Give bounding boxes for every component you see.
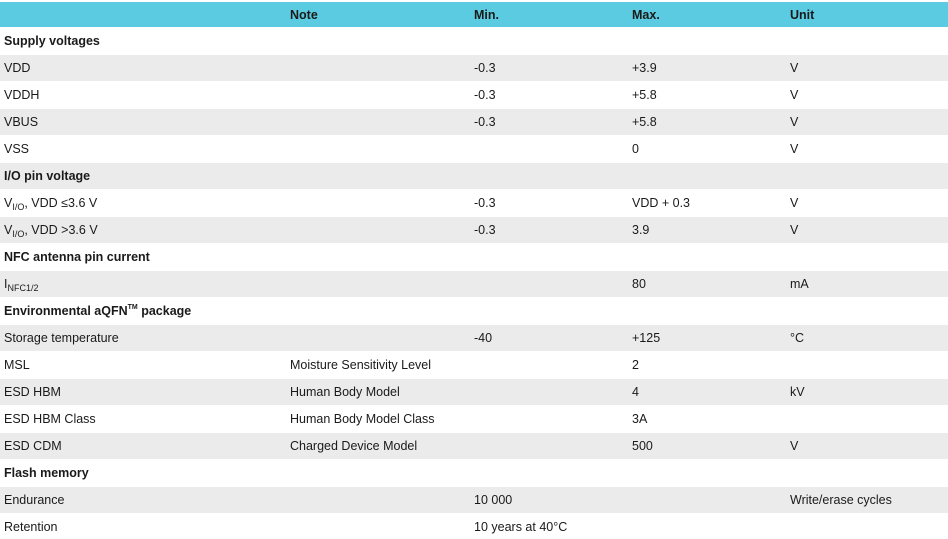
max-cell: VDD + 0.3: [632, 196, 691, 210]
param-cell: ESD HBM: [4, 385, 61, 399]
table-row: ESD CDM Charged Device Model 500 V: [0, 433, 948, 460]
note-cell: Charged Device Model: [290, 439, 418, 453]
table-row: ESD HBM Human Body Model 4 kV: [0, 379, 948, 406]
param-cell: Flash memory: [4, 466, 89, 480]
note-cell: Human Body Model Class: [290, 412, 435, 426]
param-cell: Storage temperature: [4, 331, 119, 345]
table-row: VDDH -0.3 +5.8 V: [0, 82, 948, 109]
section-row: Supply voltages: [0, 28, 948, 55]
table-row: Retention 10 years at 40°C: [0, 514, 948, 539]
unit-cell: °C: [790, 331, 805, 345]
header-cell-min: Min.: [474, 8, 499, 22]
param-cell: NFC antenna pin current: [4, 250, 150, 264]
section-row: Flash memory: [0, 460, 948, 487]
max-cell: +3.9: [632, 61, 657, 75]
min-cell: -0.3: [474, 196, 496, 210]
unit-cell: Write/erase cycles: [790, 493, 892, 507]
unit-cell: V: [790, 88, 799, 102]
table-row: VDD -0.3 +3.9 V: [0, 55, 948, 82]
unit-cell: kV: [790, 385, 805, 399]
min-cell: 10 years at 40°C: [474, 520, 568, 534]
param-cell: INFC1/2: [4, 277, 39, 293]
param-cell: ESD HBM Class: [4, 412, 96, 426]
table-row: MSL Moisture Sensitivity Level 2: [0, 352, 948, 379]
header-cell-max: Max.: [632, 8, 660, 22]
max-cell: +125: [632, 331, 661, 345]
section-row: I/O pin voltage: [0, 163, 948, 190]
section-row: Environmental aQFNTM package: [0, 298, 948, 325]
param-cell: VI/O, VDD ≤3.6 V: [4, 196, 98, 212]
max-cell: 3.9: [632, 223, 650, 237]
param-cell: I/O pin voltage: [4, 169, 91, 183]
trademark-superscript: TM: [127, 304, 138, 311]
param-cell: VI/O, VDD >3.6 V: [4, 223, 98, 239]
table-rows: Supply voltages VDD -0.3 +3.9 V VDDH -0.3 +5.8 V…: [0, 28, 948, 539]
param-cell: Environmental aQFNTM package: [4, 304, 192, 318]
unit-cell: V: [790, 223, 799, 237]
note-cell: Human Body Model: [290, 385, 400, 399]
max-cell: 3A: [632, 412, 648, 426]
table-row: Storage temperature -40 +125 °C: [0, 325, 948, 352]
min-cell: -0.3: [474, 115, 496, 129]
table-row: VSS 0 V: [0, 136, 948, 163]
min-cell: -0.3: [474, 223, 496, 237]
param-cell: Retention: [4, 520, 58, 534]
min-cell: -0.3: [474, 88, 496, 102]
table-row: INFC1/2 80 mA: [0, 271, 948, 298]
param-cell: MSL: [4, 358, 30, 372]
max-cell: 4: [632, 385, 639, 399]
table-row: VBUS -0.3 +5.8 V: [0, 109, 948, 136]
param-cell: VDD: [4, 61, 31, 75]
table-header-row: Note Min. Max. Unit: [0, 2, 948, 28]
section-row: NFC antenna pin current: [0, 244, 948, 271]
max-cell: +5.8: [632, 88, 657, 102]
param-cell: VBUS: [4, 115, 39, 129]
table-row: VI/O, VDD ≤3.6 V -0.3 VDD + 0.3 V: [0, 190, 948, 217]
max-cell: 500: [632, 439, 653, 453]
unit-cell: V: [790, 439, 799, 453]
max-cell: 80: [632, 277, 646, 291]
unit-cell: V: [790, 61, 799, 75]
unit-cell: mA: [790, 277, 809, 291]
note-cell: Moisture Sensitivity Level: [290, 358, 432, 372]
header-cell-note: Note: [290, 8, 318, 22]
param-cell: VSS: [4, 142, 30, 156]
param-subscript: NFC1/2: [7, 283, 39, 293]
param-cell: ESD CDM: [4, 439, 62, 453]
max-cell: 0: [632, 142, 639, 156]
min-cell: -40: [474, 331, 493, 345]
table-row: VI/O, VDD >3.6 V -0.3 3.9 V: [0, 217, 948, 244]
table-row: Endurance 10 000 Write/erase cycles: [0, 487, 948, 514]
table-row: ESD HBM Class Human Body Model Class 3A: [0, 406, 948, 433]
param-cell: Supply voltages: [4, 34, 100, 48]
min-cell: 10 000: [474, 493, 513, 507]
param-subscript: I/O: [12, 202, 25, 212]
param-cell: VDDH: [4, 88, 40, 102]
max-cell: +5.8: [632, 115, 657, 129]
min-cell: -0.3: [474, 61, 496, 75]
param-cell: Endurance: [4, 493, 65, 507]
unit-cell: V: [790, 142, 799, 156]
max-cell: 2: [632, 358, 639, 372]
unit-cell: V: [790, 196, 799, 210]
param-subscript: I/O: [12, 229, 25, 239]
unit-cell: V: [790, 115, 799, 129]
header-cell-unit: Unit: [790, 8, 815, 22]
